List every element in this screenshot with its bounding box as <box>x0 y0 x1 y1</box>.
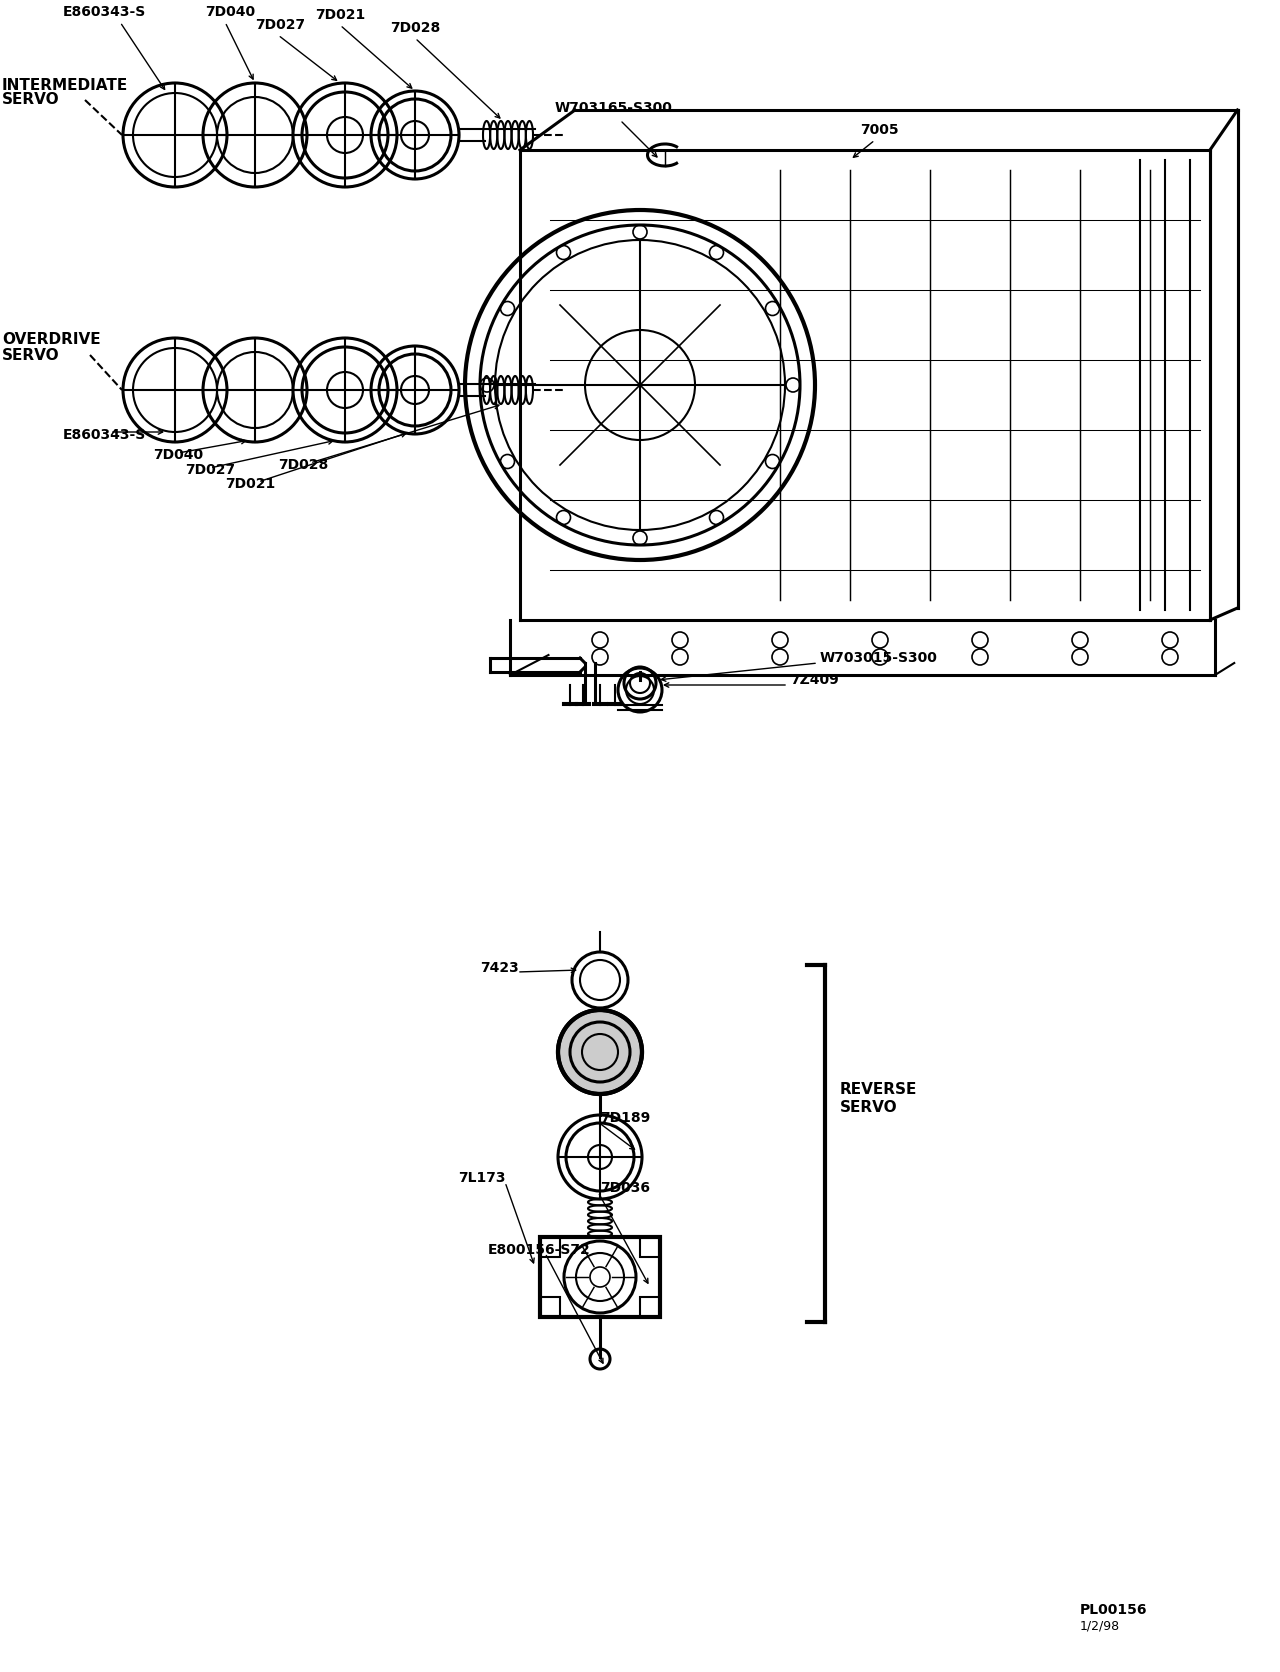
Text: 7Z409: 7Z409 <box>790 674 838 687</box>
Text: SERVO: SERVO <box>3 92 60 107</box>
Text: PL00156: PL00156 <box>1080 1603 1147 1617</box>
Text: SERVO: SERVO <box>3 348 60 363</box>
Text: 1/2/98: 1/2/98 <box>1080 1620 1120 1632</box>
Text: 7D027: 7D027 <box>186 463 236 477</box>
Text: 7L173: 7L173 <box>458 1170 506 1185</box>
Text: E800156-S72: E800156-S72 <box>488 1242 591 1257</box>
Text: 7D040: 7D040 <box>154 448 204 461</box>
Text: 7D028: 7D028 <box>390 22 440 35</box>
Text: W703015-S300: W703015-S300 <box>820 650 938 665</box>
Text: 7005: 7005 <box>860 124 899 137</box>
Bar <box>640 1237 660 1257</box>
Text: 7D028: 7D028 <box>278 458 328 472</box>
Bar <box>640 1297 660 1318</box>
Text: 7D036: 7D036 <box>600 1180 650 1195</box>
Text: E860343-S: E860343-S <box>63 5 146 18</box>
Text: OVERDRIVE: OVERDRIVE <box>3 333 101 348</box>
Text: 7D040: 7D040 <box>205 5 255 18</box>
Text: 7D189: 7D189 <box>600 1110 650 1125</box>
Bar <box>540 1237 561 1257</box>
Circle shape <box>558 1010 643 1093</box>
Bar <box>540 1237 660 1318</box>
Text: E860343-S: E860343-S <box>63 428 146 441</box>
Text: 7D027: 7D027 <box>255 18 305 32</box>
Bar <box>540 1297 561 1318</box>
Text: 7423: 7423 <box>600 1035 639 1048</box>
Text: INTERMEDIATE: INTERMEDIATE <box>3 77 128 92</box>
Text: REVERSE: REVERSE <box>840 1082 918 1097</box>
Text: 7423: 7423 <box>480 961 518 975</box>
Text: 7D021: 7D021 <box>315 8 365 22</box>
Text: SERVO: SERVO <box>840 1100 897 1115</box>
Text: 7D021: 7D021 <box>225 477 275 492</box>
Text: W703165-S300: W703165-S300 <box>556 100 673 115</box>
